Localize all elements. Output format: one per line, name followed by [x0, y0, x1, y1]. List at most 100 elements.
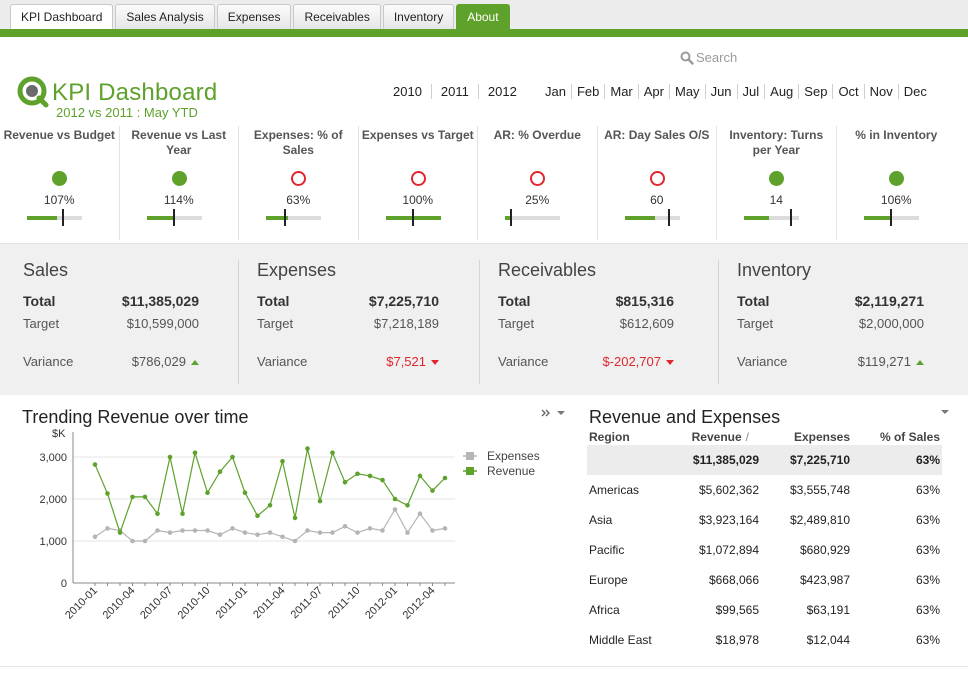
year-2010[interactable]: 2010: [384, 84, 432, 99]
year-2011[interactable]: 2011: [432, 84, 479, 99]
data-point-revenue[interactable]: [292, 515, 298, 521]
data-point-expenses[interactable]: [105, 526, 110, 531]
data-point-expenses[interactable]: [92, 534, 98, 540]
month-may[interactable]: May: [670, 84, 706, 99]
column-header-revenue[interactable]: Revenue /: [677, 428, 761, 445]
data-point-revenue[interactable]: [117, 530, 123, 535]
data-point-revenue[interactable]: [167, 454, 173, 460]
year-2012[interactable]: 2012: [487, 84, 517, 99]
tab-about[interactable]: About: [456, 4, 510, 29]
data-point-revenue[interactable]: [380, 477, 385, 483]
data-point-expenses[interactable]: [330, 530, 335, 535]
kpi--in-inventory[interactable]: % in Inventory 106%: [837, 126, 957, 240]
data-point-revenue[interactable]: [230, 454, 235, 460]
data-point-expenses[interactable]: [167, 530, 173, 535]
expand-icon[interactable]: [540, 407, 568, 419]
tab-expenses[interactable]: Expenses: [216, 4, 292, 29]
data-point-expenses[interactable]: [392, 507, 398, 512]
data-point-expenses[interactable]: [305, 528, 310, 533]
data-point-expenses[interactable]: [217, 532, 223, 537]
data-point-expenses[interactable]: [255, 532, 260, 537]
data-point-revenue[interactable]: [267, 503, 273, 508]
search-box[interactable]: Search: [680, 50, 737, 65]
data-point-expenses[interactable]: [317, 530, 323, 535]
data-point-expenses[interactable]: [417, 511, 423, 516]
month-jan[interactable]: Jan: [540, 84, 572, 99]
data-point-revenue[interactable]: [217, 469, 223, 474]
data-point-revenue[interactable]: [242, 490, 248, 495]
data-point-revenue[interactable]: [205, 490, 210, 495]
data-point-revenue[interactable]: [317, 498, 323, 504]
tab-inventory[interactable]: Inventory: [382, 4, 455, 29]
month-aug[interactable]: Aug: [765, 84, 800, 99]
month-mar[interactable]: Mar: [605, 84, 639, 99]
kpi-expenses-vs-target[interactable]: Expenses vs Target 100%: [359, 126, 478, 240]
column-header--of-sales[interactable]: % of Sales: [852, 428, 942, 445]
month-sep[interactable]: Sep: [799, 84, 834, 99]
month-jul[interactable]: Jul: [738, 84, 766, 99]
kpi-revenue-vs-budget[interactable]: Revenue vs Budget 107%: [0, 126, 120, 240]
table-row[interactable]: Africa $99,565 $63,191 63%: [587, 595, 942, 625]
kpi-ar-overdue[interactable]: AR: % Overdue 25%: [478, 126, 598, 240]
data-point-revenue[interactable]: [430, 488, 435, 493]
data-point-revenue[interactable]: [92, 462, 98, 467]
data-point-expenses[interactable]: [155, 528, 160, 533]
data-point-expenses[interactable]: [367, 526, 373, 531]
tab-kpi-dashboard[interactable]: KPI Dashboard: [10, 4, 114, 29]
data-point-expenses[interactable]: [242, 530, 248, 535]
data-point-expenses[interactable]: [405, 530, 410, 535]
data-point-revenue[interactable]: [330, 450, 335, 456]
data-point-revenue[interactable]: [180, 511, 185, 516]
data-point-expenses[interactable]: [280, 534, 285, 540]
table-row[interactable]: Pacific $1,072,894 $680,929 63%: [587, 535, 942, 565]
data-point-revenue[interactable]: [405, 503, 410, 508]
data-point-revenue[interactable]: [367, 473, 373, 479]
data-point-expenses[interactable]: [430, 528, 435, 533]
kpi-revenue-vs-last-year[interactable]: Revenue vs Last Year 114%: [120, 126, 239, 240]
table-row[interactable]: Asia $3,923,164 $2,489,810 63%: [587, 505, 942, 535]
data-point-revenue[interactable]: [442, 475, 448, 481]
data-point-expenses[interactable]: [380, 528, 385, 533]
data-point-revenue[interactable]: [342, 479, 348, 485]
table-row[interactable]: Americas $5,602,362 $3,555,748 63%: [587, 475, 942, 505]
data-point-revenue[interactable]: [142, 494, 148, 500]
data-point-expenses[interactable]: [267, 530, 273, 535]
tab-sales-analysis[interactable]: Sales Analysis: [115, 4, 215, 29]
month-feb[interactable]: Feb: [572, 84, 606, 99]
kpi-inventory-turns-per-year[interactable]: Inventory: Turns per Year 14: [717, 126, 837, 240]
column-header-region[interactable]: Region: [587, 428, 677, 445]
data-point-expenses[interactable]: [342, 524, 348, 529]
data-point-expenses[interactable]: [130, 538, 135, 544]
month-apr[interactable]: Apr: [639, 84, 670, 99]
kpi-expenses-of-sales[interactable]: Expenses: % of Sales 63%: [239, 126, 359, 240]
data-point-expenses[interactable]: [142, 538, 148, 544]
data-point-revenue[interactable]: [155, 511, 160, 516]
table-menu-icon[interactable]: [940, 408, 950, 416]
tab-receivables[interactable]: Receivables: [293, 4, 381, 29]
table-row[interactable]: Europe $668,066 $423,987 63%: [587, 565, 942, 595]
table-row[interactable]: Middle East $18,978 $12,044 63%: [587, 625, 942, 655]
data-point-revenue[interactable]: [280, 458, 285, 464]
data-point-revenue[interactable]: [130, 494, 135, 500]
data-point-expenses[interactable]: [192, 528, 198, 533]
data-point-revenue[interactable]: [355, 471, 360, 477]
data-point-revenue[interactable]: [255, 513, 260, 519]
data-point-expenses[interactable]: [180, 528, 185, 533]
kpi-ar-day-sales-o-s[interactable]: AR: Day Sales O/S 60: [598, 126, 717, 240]
data-point-revenue[interactable]: [392, 496, 398, 502]
month-oct[interactable]: Oct: [833, 84, 865, 99]
month-nov[interactable]: Nov: [865, 84, 899, 99]
data-point-revenue[interactable]: [192, 450, 198, 456]
data-point-expenses[interactable]: [355, 530, 360, 535]
data-point-expenses[interactable]: [230, 526, 235, 531]
kpi-gauge-fill: [266, 216, 288, 220]
data-point-revenue[interactable]: [417, 473, 423, 479]
data-point-revenue[interactable]: [105, 491, 110, 496]
month-jun[interactable]: Jun: [706, 84, 738, 99]
data-point-expenses[interactable]: [292, 538, 298, 544]
data-point-revenue[interactable]: [305, 446, 310, 451]
column-header-expenses[interactable]: Expenses: [761, 428, 852, 445]
data-point-expenses[interactable]: [205, 528, 210, 533]
data-point-expenses[interactable]: [442, 526, 448, 531]
month-dec[interactable]: Dec: [903, 84, 927, 99]
